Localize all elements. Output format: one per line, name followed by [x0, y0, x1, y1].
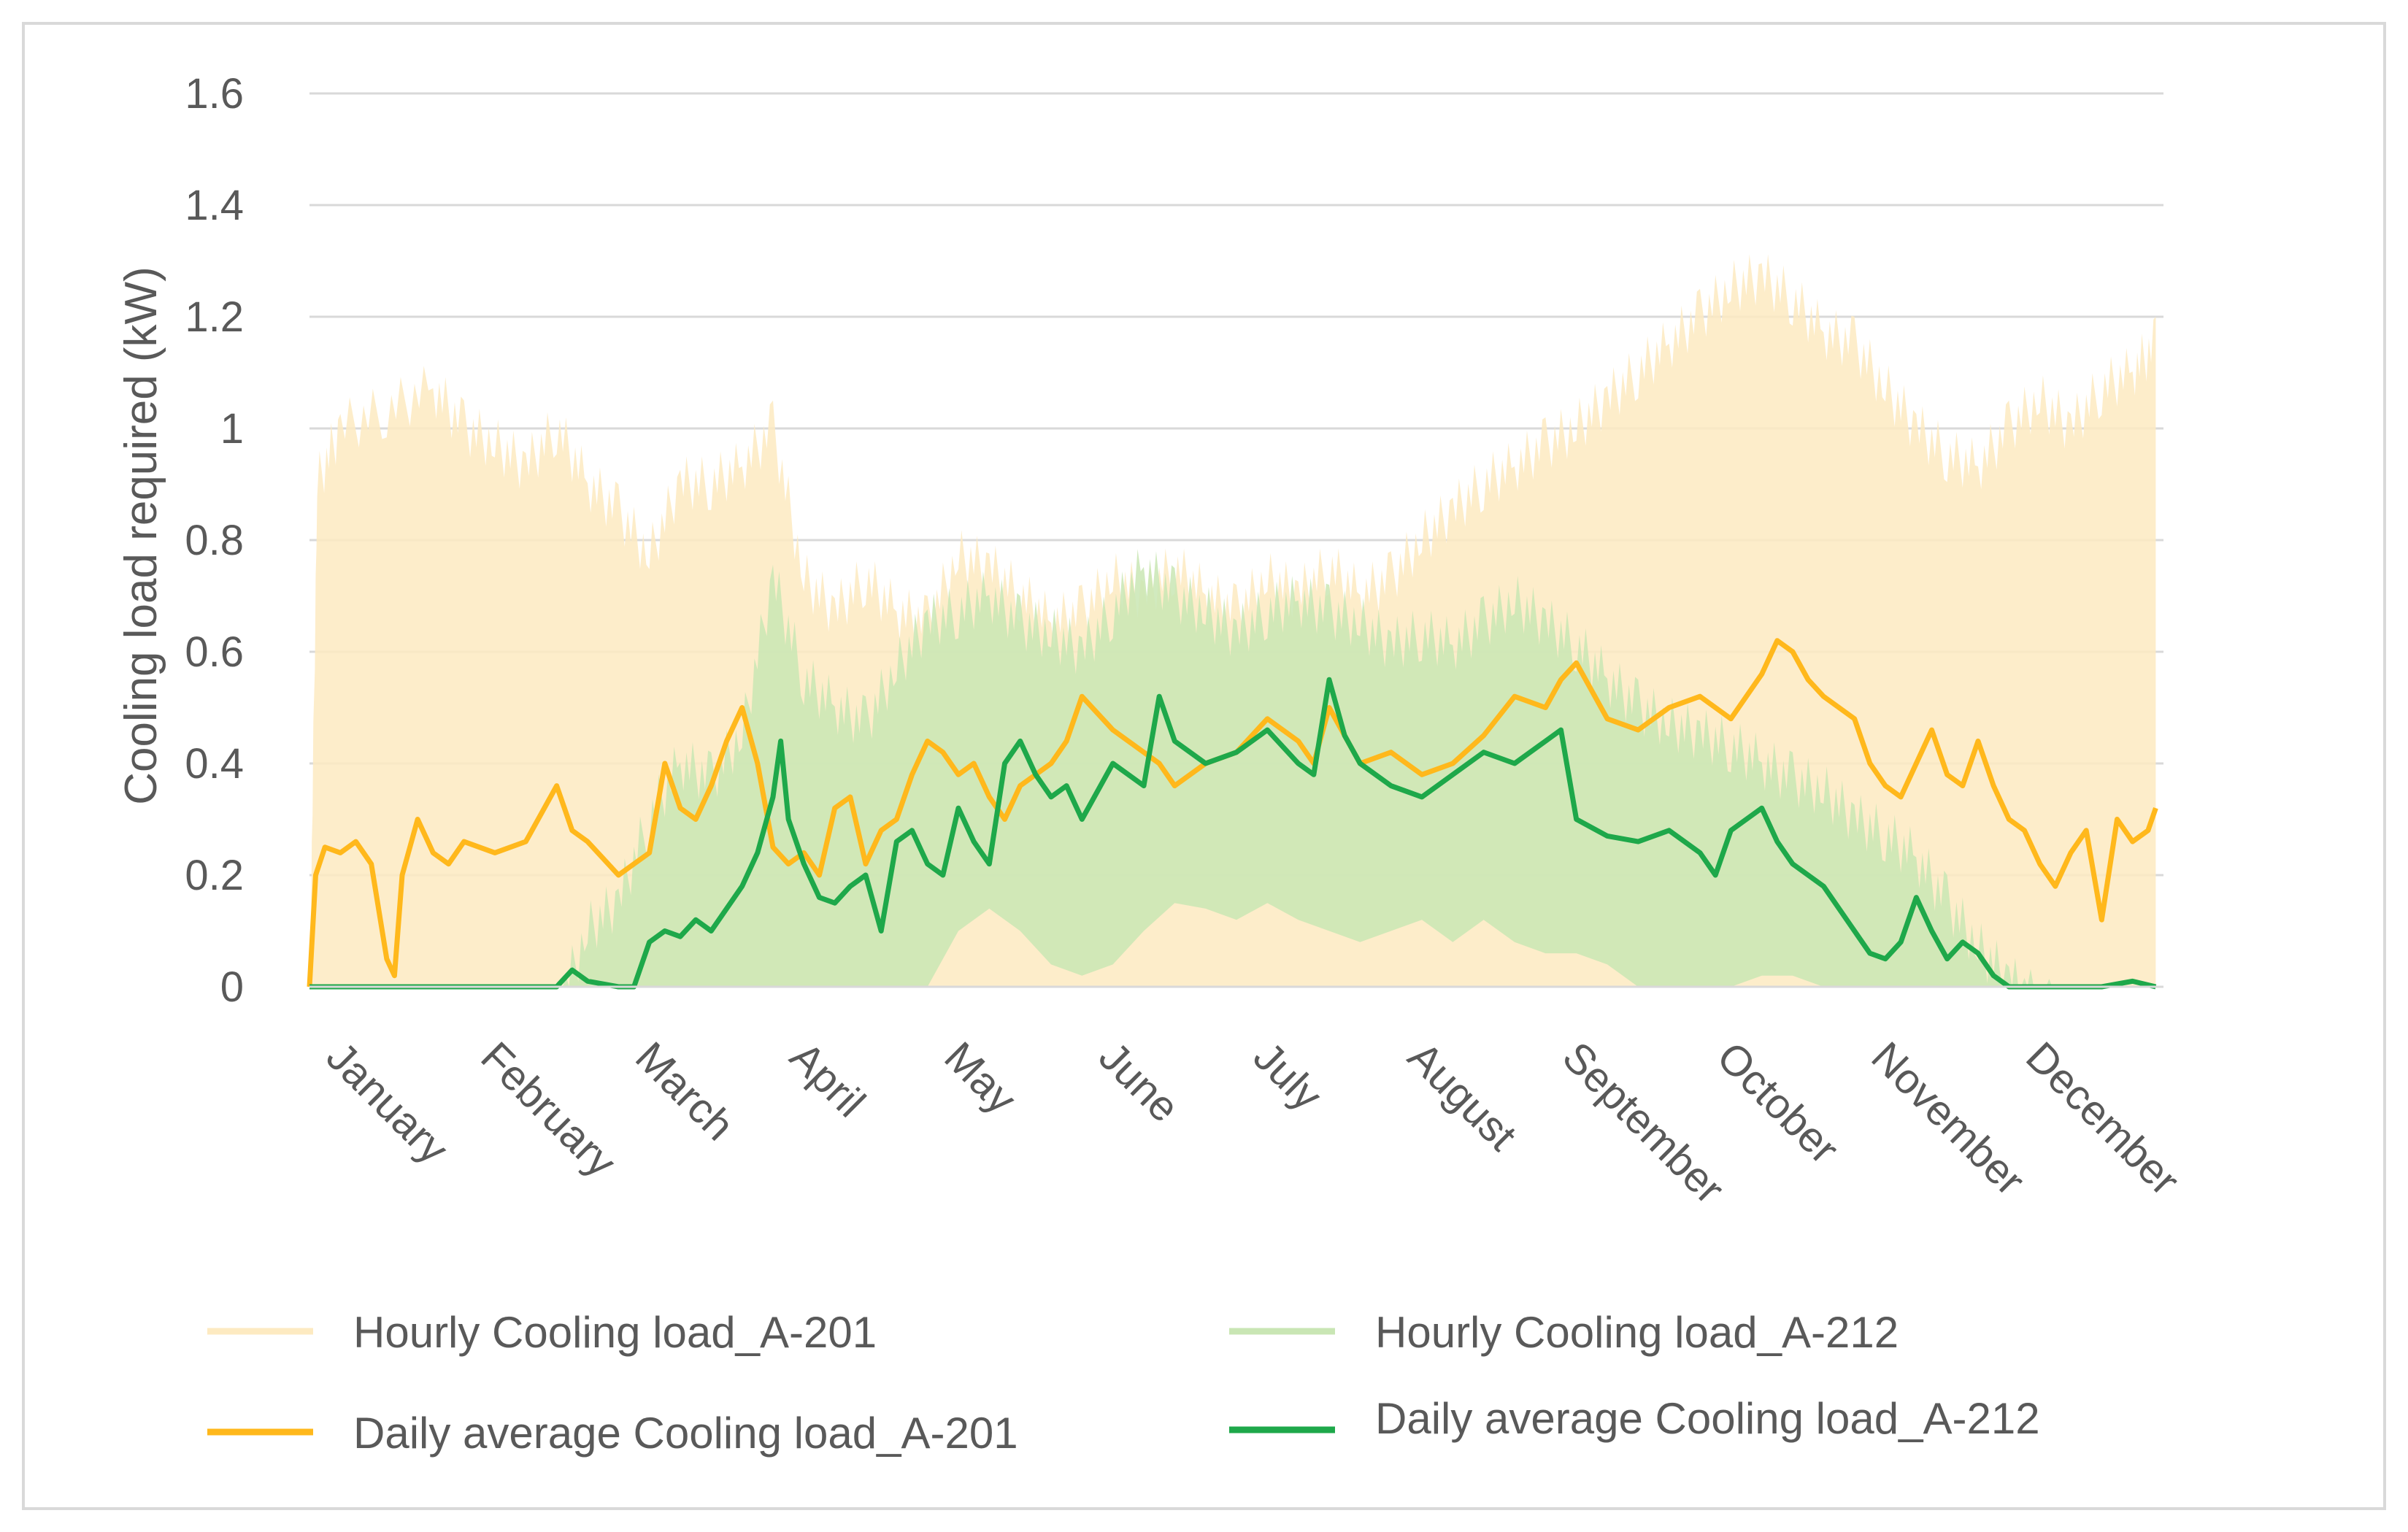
- x-tick-label: September: [1553, 1033, 1734, 1213]
- y-tick-label: 1: [220, 405, 244, 453]
- x-tick-label: January: [318, 1033, 458, 1173]
- x-tick-label: April: [781, 1033, 874, 1126]
- y-tick-label: 0: [220, 963, 244, 1011]
- legend-label: Hourly Cooling load_A-212: [1375, 1308, 1899, 1357]
- y-tick-label: 0.2: [185, 852, 244, 899]
- hourly-bands: [309, 254, 2156, 987]
- y-tick-label: 0.4: [185, 740, 244, 788]
- y-tick-label: 1.4: [185, 182, 244, 229]
- legend-label: Daily average Cooling load_A-212: [1375, 1394, 2040, 1443]
- x-tick-label: November: [1862, 1033, 2034, 1204]
- daily-lines: [307, 638, 2158, 990]
- x-tick-label: October: [1708, 1033, 1848, 1173]
- x-tick-label: August: [1399, 1033, 1526, 1160]
- legend-label: Daily average Cooling load_A-201: [353, 1409, 1018, 1458]
- daily-line-daily-average-cooling-load-a-212: [309, 677, 2157, 990]
- legend: Hourly Cooling load_A-201 Hourly Cooling …: [207, 1308, 2040, 1458]
- y-tick-label: 1.2: [185, 293, 244, 341]
- y-tick-label: 0.6: [185, 628, 244, 676]
- x-tick-label: July: [1245, 1033, 1331, 1120]
- x-tick-label: June: [1090, 1033, 1188, 1131]
- y-tick-label: 1.6: [185, 70, 244, 118]
- x-tick-label: May: [935, 1033, 1025, 1123]
- chart-frame: 0 0.2 0.4 0.6 0.8 1 1.2 1.4 1.6 January February Ma…: [22, 22, 2386, 1510]
- legend-label: Hourly Cooling load_A-201: [353, 1308, 877, 1357]
- daily-line-daily-average-cooling-load-a-201: [307, 638, 2158, 988]
- x-tick-label: February: [472, 1033, 625, 1186]
- x-tick-label: March: [626, 1033, 743, 1150]
- x-tick-label: December: [2017, 1033, 2188, 1204]
- y-tick-label: 0.8: [185, 517, 244, 564]
- y-axis-title: Cooling load required (kW): [116, 266, 166, 804]
